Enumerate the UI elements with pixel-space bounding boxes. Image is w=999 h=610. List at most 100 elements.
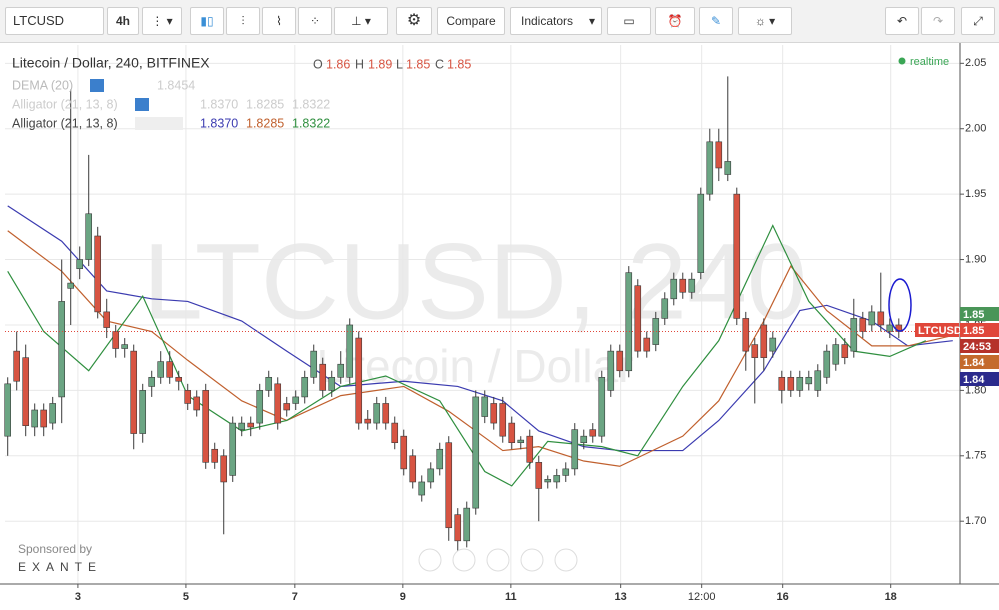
draw-button[interactable]: ✎ bbox=[699, 7, 733, 35]
candle-body bbox=[211, 448, 219, 463]
candle-body bbox=[121, 344, 129, 349]
price-tag-bg bbox=[915, 323, 959, 337]
candle-body bbox=[634, 285, 642, 352]
candle-body bbox=[229, 422, 237, 476]
nav-left[interactable] bbox=[418, 548, 442, 572]
nav-right[interactable] bbox=[554, 548, 578, 572]
reset[interactable] bbox=[486, 548, 510, 572]
idea-button[interactable]: ☼ ▾ bbox=[738, 7, 792, 35]
candle-body bbox=[499, 403, 507, 437]
candle-body bbox=[481, 396, 489, 417]
candle-body bbox=[616, 350, 624, 372]
candle-body bbox=[688, 278, 696, 293]
y-tick-label: 2.05 bbox=[965, 57, 986, 69]
legend-icons[interactable] bbox=[135, 117, 183, 130]
x-tick-label: 12:00 bbox=[688, 591, 716, 603]
x-tick-label: 13 bbox=[615, 591, 627, 603]
price-tag-bg bbox=[960, 323, 999, 337]
eye-icon[interactable] bbox=[90, 79, 104, 92]
candle-body bbox=[805, 376, 813, 385]
line-button[interactable]: ⌇ bbox=[262, 7, 296, 35]
y-tick-label: 1.80 bbox=[965, 384, 986, 396]
candle-body bbox=[742, 318, 750, 352]
candle-body bbox=[103, 311, 111, 328]
candle-body bbox=[157, 361, 165, 378]
compare-button[interactable]: Compare bbox=[437, 7, 505, 35]
y-tick-label: 2.00 bbox=[965, 123, 986, 135]
candle-body bbox=[508, 422, 516, 444]
candle-body bbox=[184, 390, 192, 404]
price-tag: 1.84 bbox=[963, 374, 985, 386]
candle-body bbox=[868, 311, 876, 326]
zoom-in[interactable] bbox=[520, 548, 544, 572]
redo-button[interactable]: ↷ bbox=[921, 7, 955, 35]
alligator-hidden-v1: 1.8370 bbox=[200, 97, 238, 111]
alligator-v2: 1.8285 bbox=[246, 116, 284, 130]
legend-title: Litecoin / Dollar, 240, BITFINEX bbox=[12, 55, 210, 71]
candle-body bbox=[850, 318, 858, 352]
candle-body bbox=[76, 259, 84, 270]
sponsor-brand[interactable]: EXANTE bbox=[18, 560, 102, 574]
candle-body bbox=[778, 376, 786, 391]
candle-body bbox=[22, 357, 30, 427]
candle-body bbox=[760, 324, 768, 358]
candle-body bbox=[337, 363, 345, 378]
candle-body bbox=[715, 141, 723, 169]
bars-button[interactable]: ⫶ bbox=[226, 7, 260, 35]
sponsor-text: Sponsored by bbox=[18, 542, 92, 556]
candle-body bbox=[328, 376, 336, 391]
candle-body bbox=[166, 361, 174, 378]
chart-bg bbox=[0, 43, 999, 610]
candle-body bbox=[562, 468, 570, 476]
candle-body bbox=[724, 161, 732, 175]
fullscreen-button[interactable]: ⤢ bbox=[961, 7, 995, 35]
candle-body bbox=[67, 282, 75, 289]
toolbar: LTCUSD 4h ⋮ ▾ ▮▯ ⫶ ⌇ ⁘ ⊥ ▾ ⚙ Compare Ind… bbox=[0, 0, 999, 43]
realtime-dot bbox=[898, 57, 906, 65]
l-label: L bbox=[396, 57, 403, 71]
candle-body bbox=[130, 350, 138, 434]
price-tag: 1.85 bbox=[963, 309, 984, 321]
candle-body bbox=[400, 435, 408, 470]
y-tick-label: 1.95 bbox=[965, 188, 986, 200]
candle-body bbox=[319, 363, 327, 391]
indicators-button[interactable]: Indicators ▾ bbox=[510, 7, 602, 35]
candle-body bbox=[4, 383, 12, 437]
interval-menu[interactable]: ⋮ ▾ bbox=[142, 7, 182, 35]
price-tag: 24:53 bbox=[963, 341, 991, 353]
candle-body bbox=[751, 344, 759, 358]
candle-body bbox=[625, 272, 633, 372]
eye-icon[interactable] bbox=[135, 98, 149, 111]
candle-body bbox=[877, 311, 885, 326]
template-button[interactable]: ▭ bbox=[607, 7, 651, 35]
zoom-out[interactable] bbox=[452, 548, 476, 572]
symbol-input[interactable]: LTCUSD bbox=[5, 7, 104, 35]
candle-body bbox=[148, 376, 156, 387]
indicators-label: Indicators bbox=[521, 14, 574, 28]
candle-body bbox=[823, 350, 831, 378]
candle-body bbox=[256, 390, 264, 424]
interval[interactable]: 4h bbox=[107, 7, 139, 35]
candle-body bbox=[193, 396, 201, 411]
candle-body bbox=[310, 350, 318, 378]
heikin-button[interactable]: ⁘ bbox=[298, 7, 332, 35]
candle-body bbox=[526, 435, 534, 463]
candle-body bbox=[265, 376, 273, 391]
candle-body bbox=[796, 376, 804, 391]
candle-body bbox=[85, 213, 93, 260]
alert-button[interactable]: ⏰ bbox=[655, 7, 695, 35]
candles-button[interactable]: ▮▯ bbox=[190, 7, 224, 35]
style-menu[interactable]: ⊥ ▾ bbox=[334, 7, 388, 35]
alligator-label: Alligator (21, 13, 8) bbox=[12, 116, 118, 130]
price-tag-bg bbox=[960, 355, 999, 369]
settings-button[interactable]: ⚙ bbox=[396, 7, 432, 35]
candle-body bbox=[670, 278, 678, 300]
alligator-line bbox=[7, 224, 927, 487]
candle-body bbox=[814, 370, 822, 391]
undo-button[interactable]: ↶ bbox=[885, 7, 919, 35]
alligator-v1: 1.8370 bbox=[200, 116, 238, 130]
candle-body bbox=[544, 479, 552, 483]
candle-body bbox=[301, 376, 309, 398]
candle-body bbox=[589, 429, 597, 437]
candle-body bbox=[355, 337, 363, 424]
